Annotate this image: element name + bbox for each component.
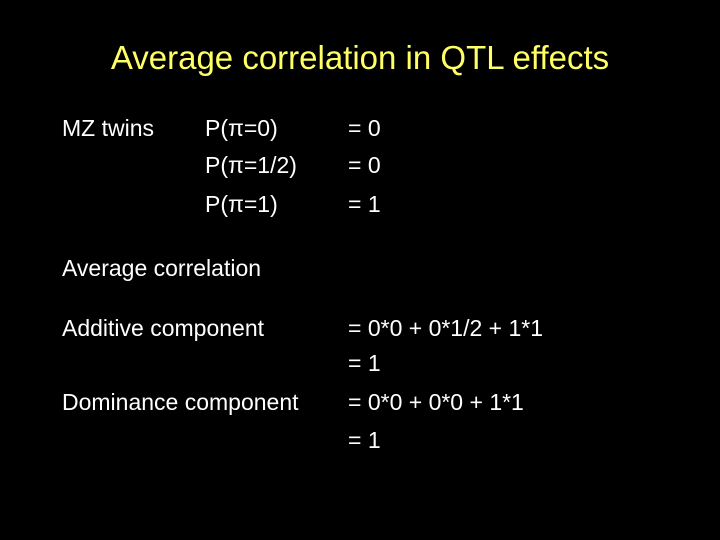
probability: P(π=1)	[205, 191, 278, 217]
probability-value: = 0	[348, 115, 381, 141]
equation: = 1	[348, 350, 381, 376]
equation: = 0*0 + 0*0 + 1*1	[348, 389, 524, 415]
mz-label: MZ twins	[62, 115, 154, 141]
probability: P(π=1/2)	[205, 152, 297, 178]
probability: P(π=0)	[205, 115, 278, 141]
probability-value: = 1	[348, 191, 381, 217]
section-heading: Average correlation	[62, 255, 262, 281]
equation: = 0*0 + 0*1/2 + 1*1	[348, 315, 544, 341]
equation: = 1	[348, 427, 381, 453]
probability-value: = 0	[348, 152, 381, 178]
component-label: Dominance component	[62, 389, 299, 415]
slide-title: Average correlation in QTL effects	[110, 39, 610, 76]
component-label: Additive component	[62, 315, 265, 341]
